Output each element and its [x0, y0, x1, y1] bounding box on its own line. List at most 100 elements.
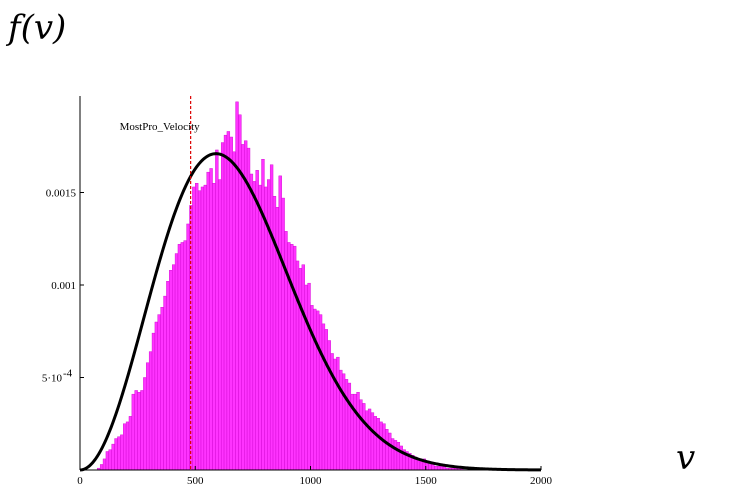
histogram-bar: [362, 403, 366, 471]
histogram-bar: [99, 464, 104, 471]
histogram-bar: [264, 186, 268, 471]
histogram-bar: [396, 442, 401, 471]
y-tick-label: 5·10: [42, 373, 63, 385]
histogram-bar: [428, 464, 432, 471]
histogram-bar: [148, 351, 153, 471]
histogram-bar: [169, 270, 173, 471]
histogram-bar: [373, 416, 377, 471]
histogram-bar: [327, 340, 331, 471]
histogram-bar: [212, 183, 216, 471]
histogram-bar: [261, 158, 265, 471]
histogram-bar: [324, 329, 328, 471]
y-tick-label: 0.001: [51, 280, 76, 292]
histogram-bar: [160, 307, 164, 471]
histogram-bar: [195, 183, 199, 471]
histogram-bar: [140, 390, 144, 471]
histogram-bar: [206, 171, 210, 471]
histogram-bar: [419, 460, 424, 471]
histogram-bar: [151, 332, 156, 471]
histogram-bar: [220, 142, 225, 471]
histogram-bar: [102, 458, 107, 471]
histogram-bar: [255, 170, 259, 471]
histogram-bar: [370, 412, 375, 471]
histogram-bar: [131, 393, 135, 471]
histogram-bar: [347, 382, 352, 471]
histogram-bar: [281, 197, 285, 471]
histogram-bar: [307, 282, 311, 471]
histogram-bar: [134, 390, 138, 471]
histogram-bar: [367, 408, 372, 471]
histogram-bar: [258, 184, 262, 471]
histogram-bar: [123, 423, 127, 471]
histogram-bar: [105, 451, 110, 471]
histogram-bar: [163, 295, 167, 471]
fit-curve: [79, 152, 542, 472]
histogram-bar: [356, 392, 360, 471]
histogram-bar: [293, 245, 297, 471]
x-tick-label: 1000: [300, 475, 323, 487]
y-axis-label: f(v): [8, 8, 67, 48]
histogram-bar: [304, 284, 308, 471]
histogram-bar: [376, 418, 380, 471]
histogram-bar: [117, 436, 121, 471]
histogram-bar: [209, 168, 213, 471]
histogram-bar: [186, 223, 190, 471]
histogram-bar: [399, 445, 403, 471]
most-probable-velocity-label: MostPro_Velocity: [120, 121, 201, 133]
histogram-bar: [114, 438, 118, 471]
histogram-bar: [290, 244, 294, 471]
histogram-bar: [339, 369, 343, 471]
histogram-bar: [313, 308, 317, 471]
histogram-bar: [171, 264, 176, 471]
histogram-bar: [379, 421, 383, 471]
histogram-bar: [269, 164, 274, 471]
histogram-bar: [393, 440, 398, 471]
histogram-bar: [166, 281, 170, 471]
histogram-bar: [137, 392, 141, 471]
y-tick-exponent: -4: [63, 368, 73, 380]
histogram-bar: [146, 362, 150, 471]
histogram-bar: [365, 410, 369, 471]
histogram-bar: [301, 264, 305, 471]
histogram-bar: [246, 147, 251, 471]
histogram-bar: [183, 240, 187, 471]
histogram-bar: [128, 416, 133, 471]
histogram-bar: [143, 377, 147, 471]
annotation-layer: MostPro_Velocity: [120, 96, 201, 470]
histogram-bar: [120, 434, 124, 471]
histogram-bar: [353, 393, 357, 471]
histogram-bar: [321, 323, 326, 471]
histogram-bar: [295, 260, 300, 471]
histogram-bar: [434, 466, 438, 471]
histogram-bar: [235, 101, 239, 471]
histogram-bar: [388, 432, 392, 471]
histogram-bar: [200, 186, 205, 471]
curve-layer: [79, 152, 542, 472]
histogram-bar: [382, 423, 386, 471]
histogram-bar: [241, 144, 245, 471]
histogram-bar: [180, 242, 184, 471]
x-axis-label: v: [676, 438, 696, 478]
histogram-bar: [125, 421, 130, 471]
histogram-bar: [157, 314, 161, 471]
histogram-bar: [390, 438, 395, 471]
axes: 0 500 1000 1500 2000 5·10 -4 0.001 0.0015: [42, 96, 553, 487]
histogram-bar: [359, 399, 363, 471]
histogram-bar: [226, 131, 231, 471]
histogram-bar: [341, 373, 346, 471]
histogram-bar: [203, 184, 207, 471]
x-tick-label: 500: [187, 475, 204, 487]
histogram-bar: [244, 140, 248, 471]
histogram-bar: [298, 268, 303, 471]
histogram-bar: [108, 449, 112, 471]
histogram-bar: [249, 173, 254, 471]
histogram-bar: [223, 134, 228, 471]
histogram-bar: [197, 190, 202, 471]
histogram-bar: [385, 429, 389, 471]
histogram-bar: [336, 356, 340, 471]
histogram-bar: [218, 179, 222, 471]
x-tick-label: 1500: [415, 475, 438, 487]
histogram-bar: [111, 443, 115, 471]
x-tick-label: 2000: [530, 475, 553, 487]
